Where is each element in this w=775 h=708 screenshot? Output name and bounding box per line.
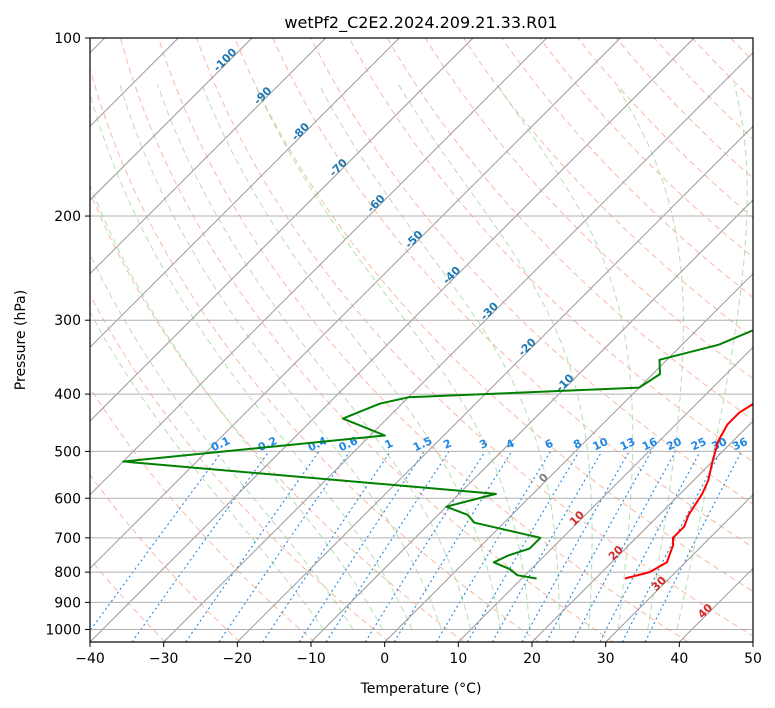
dry-adiabat	[501, 38, 753, 299]
dry-adiabat	[310, 38, 753, 505]
dry-adiabat	[424, 38, 753, 380]
isotherm-line	[605, 493, 753, 642]
mixing-ratio-label: 20	[664, 435, 684, 453]
mixing-ratio-line	[90, 451, 223, 632]
x-tick-label: 20	[523, 651, 541, 667]
dry-adiabat	[90, 386, 316, 642]
mixing-ratio-label: 16	[640, 435, 660, 453]
mixing-ratio-line	[521, 451, 630, 642]
y-tick-label: 200	[54, 209, 81, 225]
dry-adiabat	[386, 38, 753, 421]
isotherm-line	[90, 38, 253, 201]
mixing-ratio-line	[491, 451, 603, 642]
moist-adiabat	[318, 84, 560, 630]
moist-adiabat	[157, 84, 472, 630]
dry-adiabat	[463, 38, 753, 339]
moist-adiabat	[90, 183, 383, 630]
mixing-ratio-line	[364, 451, 486, 642]
mixing-ratio-label: 10	[591, 435, 611, 453]
plot-area: 0.1 0.2 0.4 0.6 1 1.5 2 3 4 6 8 10 13 16 20 25 30 36-100-…	[90, 38, 753, 642]
isotherm-line	[90, 38, 400, 349]
chart-title: wetPf2_C2E2.2024.209.21.33.R01	[284, 13, 557, 33]
isotherm-line	[457, 346, 753, 642]
mixing-ratio-line	[599, 451, 701, 642]
axes: −40 −30 −20 −10 0 10 20 30 40 50 100 200 300 400 500 60…	[45, 31, 762, 667]
dry-adiabat	[348, 38, 753, 463]
mixing-ratio-line	[545, 451, 652, 642]
isotherm-line	[163, 51, 753, 642]
moist-adiabat	[615, 84, 684, 630]
x-axis-label: Temperature (°C)	[360, 681, 482, 697]
x-tick-label: −30	[149, 651, 179, 667]
temperature-profile	[624, 390, 753, 580]
isotherm-line	[90, 38, 474, 422]
isotherm-line	[384, 272, 753, 642]
dry-adiabat	[90, 473, 241, 642]
moist-adiabat	[497, 84, 634, 630]
mixing-ratio-label: 13	[618, 435, 637, 453]
moist-adiabat	[398, 84, 593, 630]
y-tick-label: 300	[54, 313, 81, 329]
mixing-ratio-label: 25	[689, 435, 708, 453]
mixing-ratio-line	[325, 451, 450, 642]
x-tick-label: 30	[597, 651, 615, 667]
moist-adiabat	[254, 84, 531, 630]
isotherm-line	[531, 420, 753, 642]
dry-adiabat	[158, 38, 689, 642]
y-axis-label: Pressure (hPa)	[13, 290, 29, 390]
y-tick-label: 900	[54, 595, 81, 611]
y-tick-label: 800	[54, 565, 81, 581]
x-tick-label: −40	[75, 651, 105, 667]
y-tick-label: 500	[54, 444, 81, 460]
isotherm-line	[90, 38, 548, 496]
dry-adiabat	[234, 38, 753, 592]
mixing-ratio-line	[467, 451, 580, 642]
y-tick-label: 600	[54, 491, 81, 507]
x-tick-label: 0	[380, 651, 389, 667]
x-tick-label: 50	[744, 651, 762, 667]
moist-adiabat	[90, 311, 324, 630]
plot-frame	[89, 37, 754, 643]
y-tick-label: 1000	[45, 622, 81, 638]
x-tick-label: 40	[670, 651, 688, 667]
isotherm-line	[236, 125, 753, 642]
isotherm-line	[90, 38, 695, 642]
mixing-ratio-line	[572, 451, 676, 642]
mixing-ratio-label: 30	[710, 435, 730, 453]
dry-adiabat	[90, 66, 540, 642]
moist-adiabat	[119, 84, 442, 630]
y-tick-label: 100	[54, 31, 81, 47]
dry-adiabat	[90, 191, 465, 642]
mixing-ratio-line	[621, 451, 722, 642]
x-tick-label: −20	[223, 651, 253, 667]
y-tick-label: 400	[54, 387, 81, 403]
dewpoint-profile	[122, 329, 753, 580]
dry-adiabat	[90, 293, 390, 642]
dry-adiabat	[272, 38, 753, 548]
isotherm-line	[90, 38, 621, 570]
mixing-ratio-line	[393, 451, 513, 642]
mixing-ratio-line	[435, 451, 552, 642]
moist-adiabat	[90, 92, 413, 630]
isotherm-line	[310, 199, 753, 642]
isotherm-line	[90, 38, 327, 275]
y-tick-label: 700	[54, 531, 81, 547]
x-tick-label: −10	[296, 651, 326, 667]
mixing-ratio-line	[298, 451, 425, 642]
mixing-ratio-label: 36	[730, 435, 750, 453]
moist-adiabat	[201, 84, 501, 630]
x-tick-label: 10	[449, 651, 467, 667]
